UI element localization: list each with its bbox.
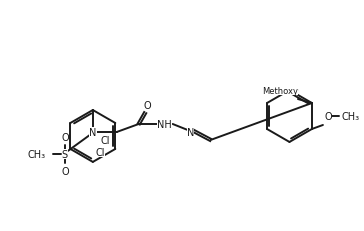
Text: N: N: [89, 128, 96, 137]
Text: S: S: [62, 149, 68, 159]
Text: Cl: Cl: [101, 135, 110, 145]
Text: CH₃: CH₃: [28, 149, 46, 159]
Text: N: N: [187, 128, 194, 137]
Text: O: O: [144, 100, 151, 111]
Text: O: O: [324, 112, 332, 122]
Text: O: O: [61, 132, 69, 142]
Text: Methoxy: Methoxy: [262, 86, 298, 95]
Text: O: O: [290, 86, 298, 96]
Text: NH: NH: [157, 119, 172, 129]
Text: O: O: [61, 166, 69, 176]
Text: CH₃: CH₃: [342, 112, 360, 122]
Text: Cl: Cl: [96, 147, 105, 157]
